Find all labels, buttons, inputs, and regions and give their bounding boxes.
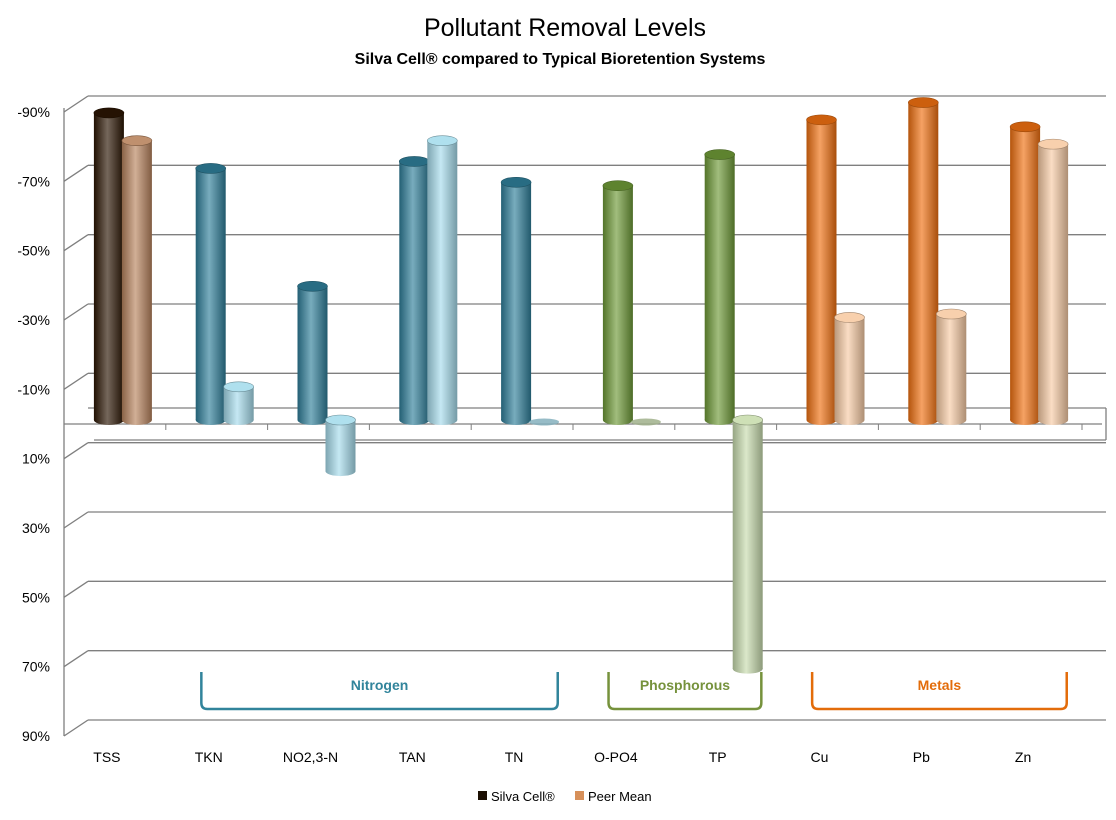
bar-tp-silva-cell [704,149,736,425]
y-tick-label: -10% [17,381,50,397]
bar-o-po4-peer-mean [630,418,661,426]
group-label: Nitrogen [351,677,409,693]
gridline-side [63,511,89,529]
bar-tn-peer-mean [529,418,560,426]
group-metals: Metals [810,672,1068,711]
group-label: Phosphorous [640,677,730,693]
legend-item-peer-mean: Peer Mean [575,789,652,804]
legend-swatch [478,791,487,800]
bar-tan-silva-cell [398,156,430,425]
y-tick-label: -70% [17,173,50,189]
x-category-label: TP [709,749,727,765]
x-category-label: Zn [1015,749,1031,765]
gridline-side [63,234,89,252]
gridline-side [63,372,89,390]
bar-zn-silva-cell [1009,121,1041,425]
legend-label: Peer Mean [588,789,652,804]
gridline-side [63,580,89,598]
chart-title: Pollutant Removal Levels [424,14,706,42]
y-tick-label: 10% [22,451,50,467]
y-tick-label: -30% [17,312,50,328]
x-axis-categories: TSS TKN NO2,3-N TAN TN O-PO4 TP Cu Pb Zn [93,749,1031,765]
gridline-side [63,650,89,668]
y-tick-label: 90% [22,728,50,744]
bar-tss-silva-cell [93,107,125,425]
gridline-side [63,303,89,321]
bars [93,97,1069,674]
bar-pb-silva-cell [907,97,939,425]
gridline-side [63,719,89,737]
group-phosphorous: Phosphorous [607,672,763,711]
bar-pb-peer-mean [935,308,967,425]
x-category-label: TAN [399,749,426,765]
bar-zn-peer-mean [1037,138,1069,425]
x-category-label: TKN [195,749,223,765]
x-category-label: TSS [93,749,120,765]
bar-cu-peer-mean [834,312,865,425]
bar-tp-peer-mean [732,414,764,674]
bar-no2-3-n-peer-mean [325,414,356,477]
bar-cu-silva-cell [806,114,837,425]
group-label: Metals [918,677,962,693]
bar-no2-3-n-silva-cell [297,280,328,425]
y-tick-label: -90% [17,104,50,120]
bar-tan-peer-mean [426,135,458,425]
y-axis-ticks: -90% -70% -50% -30% -10% 10% 30% 50% 70% 90% [17,104,50,744]
group-nitrogen: Nitrogen [200,672,559,711]
legend-item-silva-cell: Silva Cell® [478,789,555,804]
y-tick-label: 50% [22,589,50,605]
y-tick-label: 70% [22,659,50,675]
category-groups: Nitrogen Phosphorous Metals [200,672,1068,711]
legend-label: Silva Cell® [491,789,555,804]
y-tick-label: 30% [22,520,50,536]
x-category-label: Cu [811,749,829,765]
x-category-label: Pb [913,749,930,765]
bar-tn-silva-cell [500,176,532,425]
gridline-side [63,442,89,460]
bar-tkn-peer-mean [223,381,254,425]
gridline-side [63,95,89,113]
x-category-label: TN [505,749,524,765]
chart-subtitle: Silva Cell® compared to Typical Bioreten… [355,51,766,68]
bar-tkn-silva-cell [195,163,226,425]
legend: Silva Cell® Peer Mean [478,789,652,804]
x-category-label: NO2,3-N [283,749,338,765]
bar-tss-peer-mean [121,135,153,425]
legend-swatch [575,791,584,800]
gridline-side [63,164,89,182]
x-category-label: O-PO4 [594,749,638,765]
bar-o-po4-silva-cell [602,180,634,425]
y-tick-label: -50% [17,243,50,259]
